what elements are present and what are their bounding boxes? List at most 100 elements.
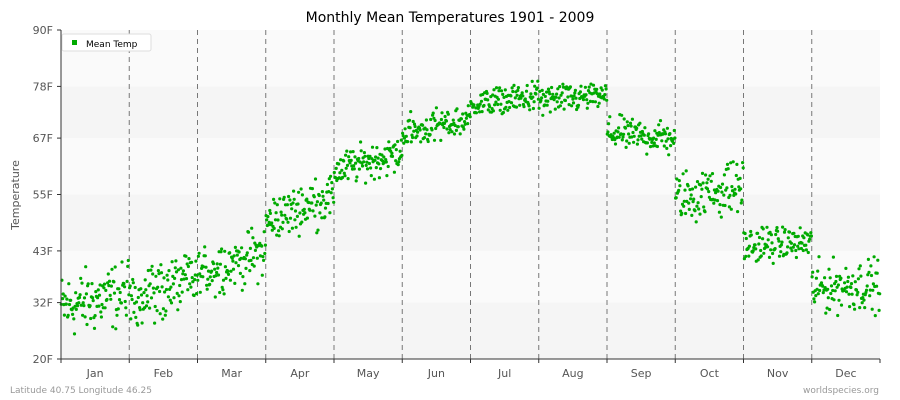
- data-point: [713, 198, 717, 202]
- data-point: [448, 128, 452, 132]
- data-point: [502, 95, 506, 99]
- data-point: [126, 264, 130, 268]
- data-point: [591, 83, 596, 87]
- data-point: [232, 254, 236, 258]
- data-point: [756, 258, 760, 262]
- data-point: [141, 301, 145, 305]
- legend-box: [61, 33, 152, 52]
- data-point: [124, 306, 128, 310]
- data-point: [717, 210, 722, 214]
- data-point: [110, 267, 114, 271]
- data-point: [252, 264, 256, 268]
- data-point: [552, 98, 556, 102]
- data-point: [77, 295, 82, 300]
- data-point: [418, 128, 422, 132]
- data-point: [602, 97, 606, 101]
- data-point: [109, 297, 113, 301]
- x-tick-label: Mar: [221, 367, 242, 380]
- data-point: [182, 277, 186, 281]
- data-point: [329, 174, 333, 178]
- data-point: [813, 300, 817, 304]
- data-point: [163, 290, 167, 294]
- data-point: [854, 288, 859, 292]
- data-point: [67, 302, 72, 307]
- data-point: [331, 196, 335, 200]
- data-point: [204, 265, 208, 269]
- data-point: [288, 198, 292, 202]
- data-point: [684, 211, 688, 216]
- data-point: [397, 160, 401, 164]
- data-point: [313, 214, 317, 218]
- data-point: [245, 251, 249, 255]
- data-point: [224, 276, 228, 280]
- data-point: [313, 177, 318, 181]
- data-point: [869, 264, 873, 268]
- data-point: [541, 92, 546, 96]
- data-point: [325, 182, 329, 187]
- data-point: [82, 304, 86, 308]
- data-point: [722, 173, 727, 177]
- data-point: [503, 88, 507, 92]
- data-point: [604, 87, 608, 91]
- data-point: [655, 144, 660, 149]
- y-axis-label: Temperature: [9, 160, 22, 231]
- data-point: [524, 89, 529, 93]
- data-point: [131, 277, 135, 282]
- data-point: [794, 248, 798, 253]
- data-point: [246, 230, 251, 234]
- data-point: [201, 275, 205, 279]
- data-point: [824, 311, 828, 315]
- data-point: [494, 100, 498, 104]
- data-point: [61, 297, 65, 301]
- data-point: [444, 119, 448, 123]
- data-point: [443, 114, 447, 119]
- data-point: [91, 296, 95, 300]
- data-point: [823, 276, 827, 280]
- data-point: [236, 264, 241, 268]
- data-point: [74, 307, 78, 311]
- data-point: [145, 294, 149, 298]
- data-point: [352, 167, 356, 171]
- data-point: [384, 160, 388, 164]
- data-point: [348, 161, 352, 165]
- data-point: [197, 251, 201, 255]
- y-tick-label: 32F: [33, 297, 53, 310]
- data-point: [98, 283, 102, 287]
- data-point: [156, 285, 160, 289]
- data-point: [407, 118, 412, 122]
- data-point: [574, 96, 578, 100]
- data-point: [178, 283, 182, 288]
- data-point: [123, 285, 127, 289]
- data-point: [620, 113, 624, 117]
- data-point: [83, 315, 87, 319]
- data-point: [293, 209, 298, 213]
- data-point: [844, 290, 849, 294]
- data-point: [744, 254, 748, 258]
- data-point: [839, 276, 843, 280]
- data-point: [593, 100, 598, 104]
- data-point: [860, 301, 864, 305]
- data-point: [153, 321, 157, 325]
- data-point: [561, 82, 565, 86]
- data-point: [321, 194, 325, 198]
- data-point: [208, 275, 212, 279]
- data-point: [848, 305, 852, 309]
- legend: Mean Temp: [61, 33, 152, 52]
- data-point: [810, 275, 814, 279]
- data-point: [300, 220, 304, 224]
- data-point: [198, 290, 202, 294]
- data-point: [628, 121, 633, 125]
- data-point: [814, 294, 818, 298]
- data-point: [873, 314, 877, 318]
- data-point: [396, 163, 400, 167]
- data-point: [627, 132, 631, 136]
- data-point: [273, 218, 278, 222]
- data-point: [631, 130, 635, 135]
- data-point: [175, 291, 179, 295]
- data-point: [731, 160, 735, 164]
- data-point: [826, 296, 830, 300]
- data-point: [738, 176, 742, 180]
- data-point: [233, 245, 237, 249]
- data-point: [63, 294, 67, 298]
